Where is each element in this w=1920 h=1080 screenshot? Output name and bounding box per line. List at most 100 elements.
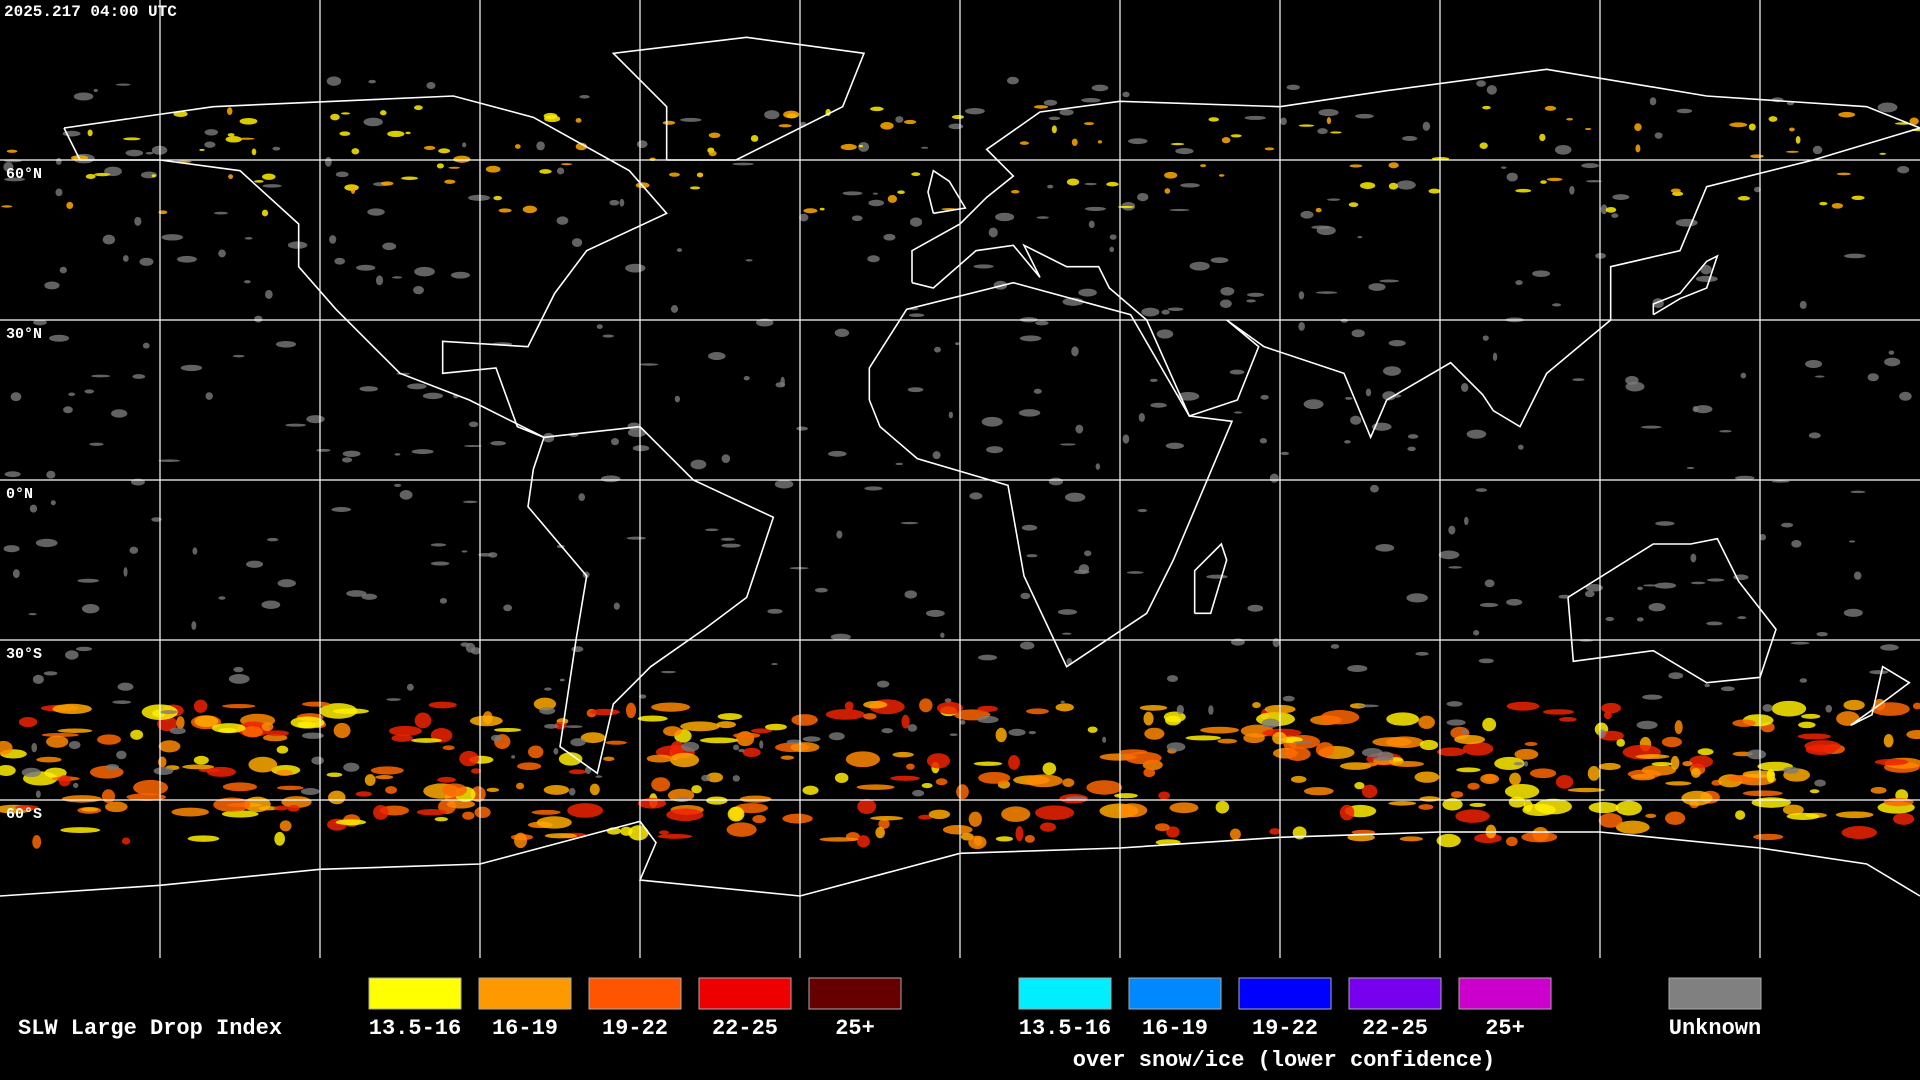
cloud-patch xyxy=(139,257,154,266)
cloud-patch xyxy=(387,130,405,138)
cloud-patch xyxy=(1630,773,1656,781)
cloud-patch xyxy=(1315,742,1335,758)
cloud-patch xyxy=(18,716,38,728)
cloud-patch xyxy=(153,766,174,776)
cloud-patch xyxy=(1766,769,1775,783)
cloud-patch xyxy=(1078,564,1090,574)
cloud-patch xyxy=(1218,174,1225,177)
cloud-patch xyxy=(778,124,792,128)
cloud-patch xyxy=(15,804,39,811)
cloud-patch xyxy=(1095,463,1101,470)
cloud-patch xyxy=(870,815,904,821)
cloud-patch xyxy=(579,94,590,99)
cloud-patch xyxy=(1177,391,1200,401)
cloud-patch xyxy=(1809,789,1820,794)
cloud-patch xyxy=(528,745,544,759)
cloud-patch xyxy=(1798,721,1816,729)
cloud-patch xyxy=(851,215,863,222)
cloud-patch xyxy=(267,537,279,542)
cloud-patch xyxy=(1122,434,1130,444)
cloud-patch xyxy=(1406,593,1428,603)
cloud-patch xyxy=(986,446,1004,454)
coastline xyxy=(63,95,668,439)
legend-label: 19-22 xyxy=(602,1016,668,1041)
cloud-patch xyxy=(1114,793,1138,799)
cloud-patch xyxy=(1040,822,1056,832)
cloud-patch xyxy=(1805,744,1837,756)
cloud-patch xyxy=(1124,751,1162,765)
cloud-patch xyxy=(1690,553,1697,563)
cloud-patch xyxy=(973,264,994,269)
coastline xyxy=(0,820,1920,897)
cloud-patch xyxy=(977,715,999,724)
cloud-patch xyxy=(228,673,250,684)
cloud-patch xyxy=(531,809,561,815)
cloud-patch xyxy=(870,106,884,112)
cloud-patch xyxy=(1388,339,1406,347)
coastline xyxy=(1193,542,1228,615)
cloud-patch xyxy=(68,392,76,397)
cloud-patch xyxy=(602,334,615,338)
cloud-patch xyxy=(1019,141,1029,145)
cloud-patch xyxy=(858,141,870,152)
cloud-patch xyxy=(906,763,915,770)
cloud-patch xyxy=(1461,729,1469,735)
cloud-patch xyxy=(1348,202,1359,208)
cloud-patch xyxy=(1454,734,1486,745)
cloud-patch xyxy=(857,798,877,815)
cloud-patch xyxy=(799,213,809,222)
cloud-patch xyxy=(468,194,490,201)
cloud-patch xyxy=(802,736,821,742)
cloud-patch xyxy=(1208,117,1220,122)
cloud-patch xyxy=(1665,781,1692,786)
cloud-patch xyxy=(363,117,383,127)
cloud-patch xyxy=(1116,803,1148,818)
cloud-patch xyxy=(738,748,745,753)
cloud-patch xyxy=(218,249,226,258)
cloud-patch xyxy=(176,716,185,730)
cloud-patch xyxy=(981,416,1003,427)
cloud-patch xyxy=(105,801,128,813)
cloud-patch xyxy=(31,742,38,753)
coastline xyxy=(1850,665,1911,727)
cloud-patch xyxy=(446,799,475,809)
cloud-patch xyxy=(1102,736,1107,743)
cloud-patch xyxy=(559,678,565,682)
cloud-patch xyxy=(1706,578,1725,582)
cloud-patch xyxy=(1259,438,1268,444)
cloud-patch xyxy=(780,376,785,387)
cloud-patch xyxy=(1883,733,1894,748)
cloud-patch xyxy=(1154,823,1170,832)
cloud-patch xyxy=(1732,719,1756,727)
cloud-patch xyxy=(1906,729,1920,740)
cloud-patch xyxy=(1521,831,1558,843)
cloud-patch xyxy=(669,172,680,177)
cloud-patch xyxy=(493,727,522,732)
cloud-patch xyxy=(589,783,600,796)
cloud-patch xyxy=(3,545,20,553)
cloud-patch xyxy=(1480,773,1500,785)
cloud-patch xyxy=(439,597,448,604)
cloud-patch xyxy=(1641,764,1677,776)
cloud-patch xyxy=(1455,809,1490,823)
cloud-patch xyxy=(1737,196,1751,201)
cloud-patch xyxy=(1605,206,1617,213)
cloud-patch xyxy=(1888,350,1895,355)
cloud-patch xyxy=(802,785,819,795)
cloud-patch xyxy=(727,806,745,822)
cloud-patch xyxy=(1246,299,1256,303)
cloud-patch xyxy=(1036,216,1049,219)
cloud-patch xyxy=(276,769,293,776)
cloud-patch xyxy=(1379,279,1400,283)
cloud-patch xyxy=(1106,181,1119,187)
cloud-patch xyxy=(965,107,985,115)
cloud-patch xyxy=(955,342,960,346)
cloud-patch xyxy=(1693,405,1713,414)
cloud-patch xyxy=(1351,329,1365,338)
cloud-patch xyxy=(1781,522,1794,528)
cloud-patch xyxy=(1084,182,1097,186)
cloud-patch xyxy=(783,110,800,119)
cloud-patch xyxy=(928,809,951,820)
cloud-patch xyxy=(1402,135,1418,142)
cloud-patch xyxy=(1340,318,1349,323)
